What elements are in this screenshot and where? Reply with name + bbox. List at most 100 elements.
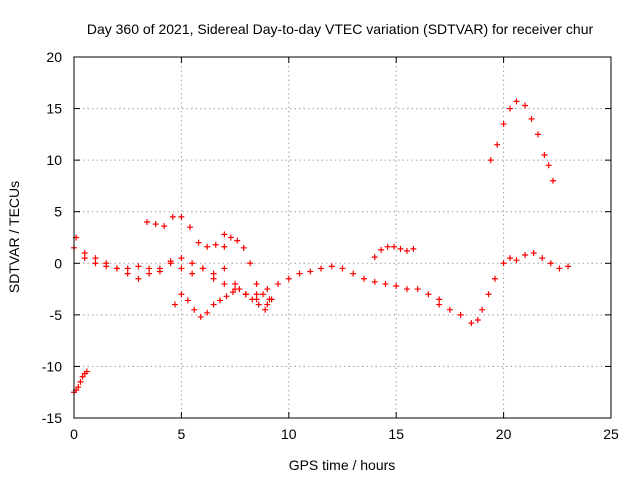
data-point xyxy=(541,151,548,158)
y-tick-label: 5 xyxy=(54,204,62,220)
data-point xyxy=(186,224,193,231)
data-point xyxy=(457,311,464,318)
data-point xyxy=(135,275,142,282)
data-point xyxy=(184,297,191,304)
data-point xyxy=(479,306,486,313)
data-point xyxy=(350,270,357,277)
data-point xyxy=(378,246,385,253)
data-point xyxy=(485,291,492,298)
data-point xyxy=(178,255,185,262)
data-point xyxy=(393,282,400,289)
data-point xyxy=(204,243,211,250)
data-point xyxy=(189,260,196,267)
data-point xyxy=(550,177,557,184)
data-point xyxy=(144,219,151,226)
data-point xyxy=(500,260,507,267)
data-point xyxy=(247,260,254,267)
data-point xyxy=(436,296,443,303)
data-point xyxy=(156,265,163,272)
data-point xyxy=(436,301,443,308)
data-point xyxy=(124,265,131,272)
data-point xyxy=(296,270,303,277)
chart-title: Day 360 of 2021, Sidereal Day-to-day VTE… xyxy=(87,21,594,37)
y-tick-label: -5 xyxy=(50,307,63,323)
data-point xyxy=(513,98,520,105)
x-axis-label: GPS time / hours xyxy=(289,457,396,473)
data-point xyxy=(397,245,404,252)
data-point xyxy=(285,275,292,282)
data-point xyxy=(253,291,260,298)
data-point xyxy=(178,291,185,298)
data-point xyxy=(167,260,174,267)
data-point xyxy=(474,317,481,324)
data-point xyxy=(307,268,314,275)
data-point xyxy=(266,296,273,303)
y-tick-label: 10 xyxy=(46,152,62,168)
data-point xyxy=(545,162,552,169)
data-point xyxy=(229,289,236,296)
data-point xyxy=(83,368,90,375)
data-point xyxy=(328,263,335,270)
x-tick-label: 0 xyxy=(70,426,78,442)
data-point xyxy=(253,280,260,287)
data-point xyxy=(500,121,507,128)
plot-frame xyxy=(73,56,612,419)
data-point xyxy=(103,260,110,267)
data-point xyxy=(227,234,234,241)
data-point xyxy=(318,265,325,272)
data-point xyxy=(547,260,554,267)
data-point xyxy=(382,280,389,287)
data-point xyxy=(191,306,198,313)
data-point xyxy=(507,105,514,112)
data-point xyxy=(221,243,228,250)
data-point xyxy=(530,249,537,256)
data-point xyxy=(360,275,367,282)
data-point xyxy=(169,213,176,220)
y-tick-label: -15 xyxy=(42,410,62,426)
data-point xyxy=(262,306,269,313)
grid xyxy=(74,57,611,418)
data-point xyxy=(124,270,131,277)
data-point xyxy=(410,245,417,252)
data-point xyxy=(199,265,206,272)
data-point xyxy=(425,291,432,298)
data-point xyxy=(339,265,346,272)
data-point xyxy=(221,265,228,272)
y-axis-label: SDTVAR / TECUs xyxy=(6,181,22,293)
data-point xyxy=(236,286,243,293)
data-point xyxy=(210,301,217,308)
data-point xyxy=(556,265,563,272)
data-point xyxy=(242,291,249,298)
data-point xyxy=(403,247,410,254)
data-point xyxy=(539,255,546,262)
data-point xyxy=(75,384,82,391)
data-point xyxy=(81,255,88,262)
data-point xyxy=(403,286,410,293)
data-point xyxy=(212,241,219,248)
data-point xyxy=(249,296,256,303)
data-point xyxy=(81,249,88,256)
data-point xyxy=(204,309,211,316)
data-point xyxy=(135,263,142,270)
data-point xyxy=(522,102,529,109)
x-tick-label: 20 xyxy=(496,426,512,442)
data-point xyxy=(414,286,421,293)
data-point xyxy=(492,275,499,282)
y-tick-label: 0 xyxy=(54,255,62,271)
data-point xyxy=(92,260,99,267)
data-point xyxy=(507,255,514,262)
data-point xyxy=(534,131,541,138)
data-point xyxy=(522,252,529,259)
data-point xyxy=(494,141,501,148)
x-tick-label: 5 xyxy=(178,426,186,442)
data-point xyxy=(275,280,282,287)
data-point xyxy=(255,301,262,308)
y-tick-label: 15 xyxy=(46,101,62,117)
data-point xyxy=(264,286,271,293)
data-point xyxy=(195,239,202,246)
axis-ticks xyxy=(73,56,612,419)
data-point xyxy=(77,378,84,385)
data-point xyxy=(371,278,378,285)
data-point xyxy=(146,265,153,272)
